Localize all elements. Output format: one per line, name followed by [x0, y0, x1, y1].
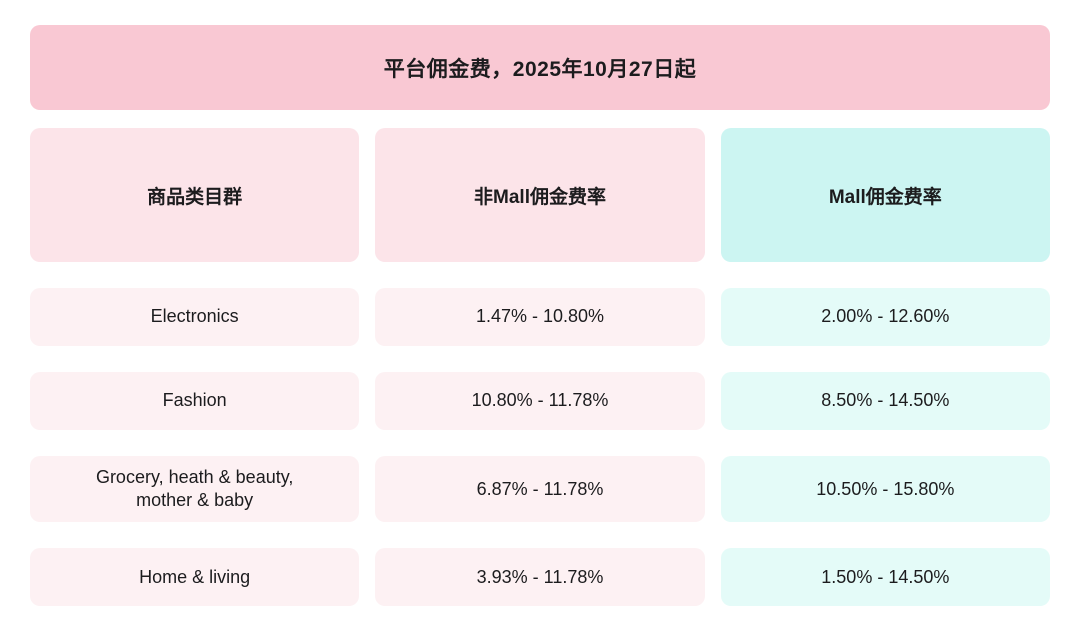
- cell-mall-rate-fashion: 8.50% - 14.50%: [720, 372, 1050, 430]
- cell-mall-rate-home-living: 1.50% - 14.50%: [720, 548, 1050, 607]
- non-mall-rate-value: 6.87% - 11.78%: [476, 478, 604, 499]
- category-value: Home & living: [139, 566, 251, 587]
- non-mall-rate-value: 1.47% - 10.80%: [475, 306, 605, 327]
- cell-non-mall-rate-grocery: 6.87% - 11.78%: [375, 456, 705, 523]
- commission-table: 商品类目群 非Mall佣金费率 Mall佣金费率 Electronics 1.4…: [30, 128, 1050, 607]
- header-category-label: 商品类目群: [147, 186, 243, 208]
- category-value: Fashion: [162, 390, 227, 411]
- category-value: Electronics: [150, 306, 239, 327]
- mall-rate-value: 2.00% - 12.60%: [821, 306, 950, 327]
- mall-rate-value: 10.50% - 15.80%: [816, 478, 955, 499]
- title-banner: 平台佣金费，2025年10月27日起: [30, 25, 1050, 110]
- header-mall-label: Mall佣金费率: [828, 186, 942, 208]
- cell-category-grocery: Grocery, heath & beauty, mother & baby: [30, 456, 360, 523]
- cell-category-electronics: Electronics: [30, 288, 360, 346]
- header-mall-rate: Mall佣金费率: [720, 128, 1050, 262]
- header-non-mall-label: 非Mall佣金费率: [474, 186, 606, 208]
- non-mall-rate-value: 10.80% - 11.78%: [471, 390, 609, 411]
- cell-mall-rate-grocery: 10.50% - 15.80%: [720, 456, 1050, 523]
- cell-category-home-living: Home & living: [30, 548, 360, 607]
- header-non-mall-rate: 非Mall佣金费率: [375, 128, 705, 262]
- cell-mall-rate-electronics: 2.00% - 12.60%: [720, 288, 1050, 346]
- non-mall-rate-value: 3.93% - 11.78%: [476, 566, 604, 587]
- header-category: 商品类目群: [30, 128, 360, 262]
- cell-non-mall-rate-fashion: 10.80% - 11.78%: [375, 372, 705, 430]
- cell-category-fashion: Fashion: [30, 372, 360, 430]
- cell-non-mall-rate-home-living: 3.93% - 11.78%: [375, 548, 705, 607]
- cell-non-mall-rate-electronics: 1.47% - 10.80%: [375, 288, 705, 346]
- mall-rate-value: 8.50% - 14.50%: [821, 390, 950, 411]
- category-value: Grocery, heath & beauty, mother & baby: [95, 467, 294, 511]
- page-title: 平台佣金费，2025年10月27日起: [383, 57, 697, 81]
- mall-rate-value: 1.50% - 14.50%: [821, 566, 950, 587]
